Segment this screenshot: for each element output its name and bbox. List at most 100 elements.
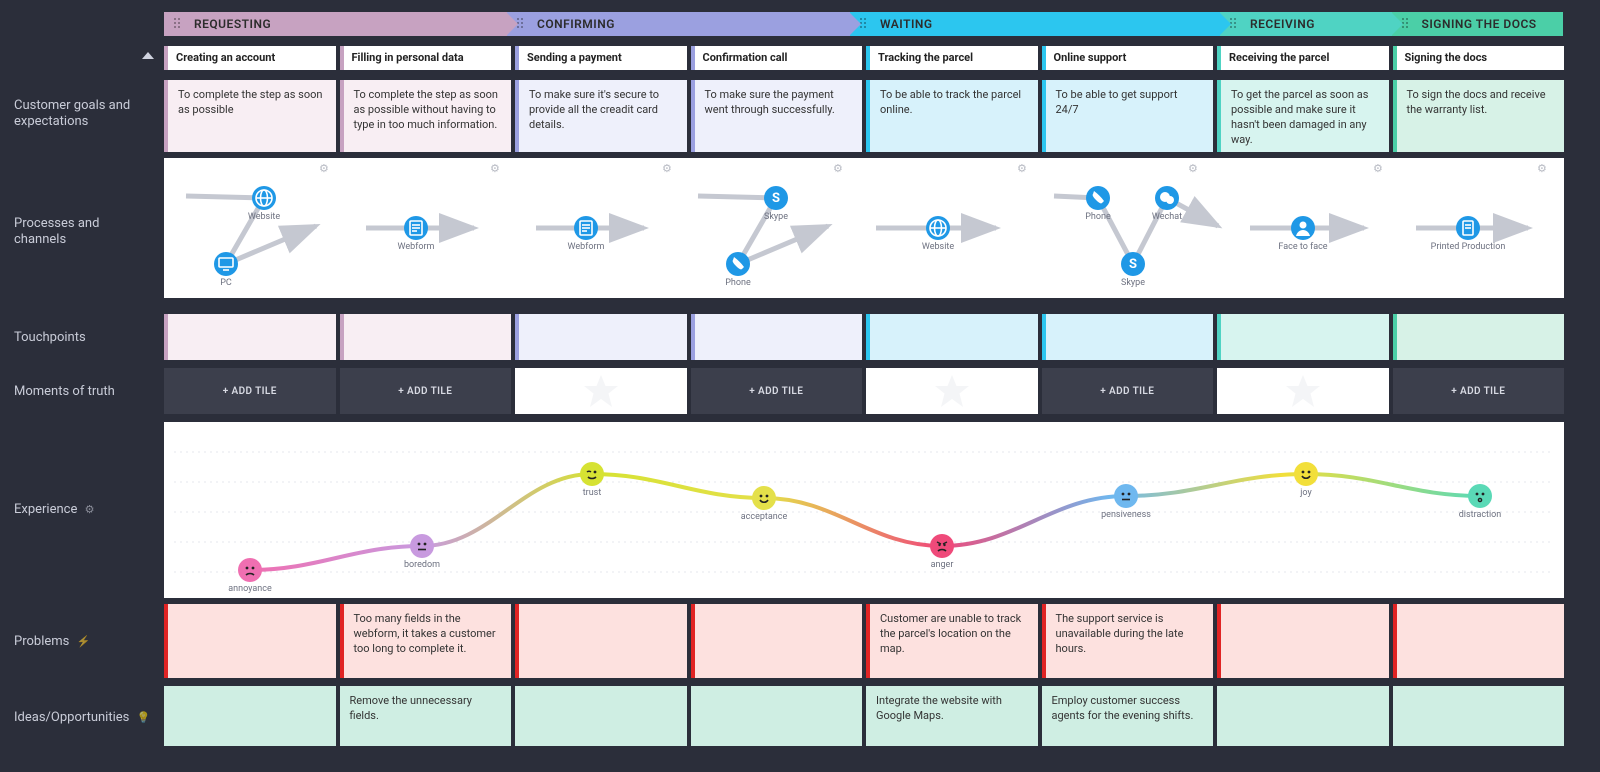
problem-cell[interactable] bbox=[515, 604, 687, 678]
goal-cell[interactable]: To be able to get support 24/7 bbox=[1042, 80, 1214, 152]
goal-cell[interactable]: To be able to track the parcel online. bbox=[866, 80, 1038, 152]
problem-cell[interactable]: Customer are unable to track the parcel'… bbox=[866, 604, 1038, 678]
phone-icon[interactable] bbox=[1086, 186, 1110, 210]
add-tile-button[interactable]: + ADD TILE bbox=[691, 368, 863, 414]
idea-cell[interactable] bbox=[515, 686, 687, 746]
touchpoint-cell[interactable] bbox=[1217, 314, 1389, 360]
touchpoint-cell[interactable] bbox=[691, 314, 863, 360]
step-header[interactable]: Confirmation call bbox=[691, 46, 863, 70]
emotion-joy-icon[interactable] bbox=[1294, 462, 1318, 486]
gear-icon[interactable]: ⚙ bbox=[1017, 162, 1027, 175]
gear-icon[interactable]: ⚙ bbox=[85, 503, 95, 517]
problem-cell[interactable] bbox=[691, 604, 863, 678]
touchpoint-cell[interactable] bbox=[515, 314, 687, 360]
gear-icon[interactable]: ⚙ bbox=[490, 162, 500, 175]
idea-cell[interactable]: Integrate the website with Google Maps. bbox=[866, 686, 1038, 746]
problem-cell[interactable] bbox=[164, 604, 336, 678]
problem-cell[interactable] bbox=[1393, 604, 1565, 678]
goal-cell[interactable]: To sign the docs and receive the warrant… bbox=[1393, 80, 1565, 152]
content-area: REQUESTING CONFIRMING WAITINGRECEIVINGSIGN… bbox=[164, 0, 1600, 772]
moment-star-cell[interactable] bbox=[515, 368, 687, 414]
step-header[interactable]: Online support bbox=[1042, 46, 1214, 70]
phase-label: REQUESTING bbox=[194, 17, 271, 31]
svg-text:S: S bbox=[772, 191, 780, 206]
phase-tab[interactable]: WAITING bbox=[850, 12, 1220, 36]
doc-icon[interactable] bbox=[1456, 216, 1480, 240]
gear-icon[interactable]: ⚙ bbox=[319, 162, 329, 175]
gear-icon[interactable]: ⚙ bbox=[662, 162, 672, 175]
process-flow-svg bbox=[164, 158, 1564, 298]
phase-tab[interactable]: CONFIRMING bbox=[507, 12, 850, 36]
step-header[interactable]: Sending a payment bbox=[515, 46, 687, 70]
goal-cell[interactable]: To make sure the payment went through su… bbox=[691, 80, 863, 152]
gear-icon[interactable]: ⚙ bbox=[1373, 162, 1383, 175]
emotion-annoyance-icon[interactable] bbox=[238, 558, 262, 582]
emotion-boredom-icon[interactable] bbox=[410, 534, 434, 558]
person-icon[interactable] bbox=[1291, 216, 1315, 240]
step-header[interactable]: Signing the docs bbox=[1393, 46, 1565, 70]
gear-icon[interactable]: ⚙ bbox=[1188, 162, 1198, 175]
phase-tab[interactable]: SIGNING THE DOCS bbox=[1392, 12, 1564, 36]
phone-icon[interactable] bbox=[726, 252, 750, 276]
idea-cell[interactable] bbox=[691, 686, 863, 746]
form-icon[interactable] bbox=[404, 216, 428, 240]
problem-cell[interactable] bbox=[1217, 604, 1389, 678]
channel-label: Website bbox=[219, 212, 309, 222]
touchpoint-cell[interactable] bbox=[164, 314, 336, 360]
moment-star-cell[interactable] bbox=[866, 368, 1038, 414]
grip-icon[interactable] bbox=[1230, 18, 1238, 30]
moment-star-cell[interactable] bbox=[1217, 368, 1389, 414]
grip-icon[interactable] bbox=[517, 18, 525, 30]
idea-cell[interactable]: Remove the unnecessary fields. bbox=[340, 686, 512, 746]
wechat-icon[interactable] bbox=[1155, 186, 1179, 210]
processes-band: ⚙⚙⚙⚙⚙⚙⚙⚙WebsitePCWebformWebformSSkypePho… bbox=[164, 158, 1564, 298]
touchpoint-cell[interactable] bbox=[866, 314, 1038, 360]
touchpoint-cell[interactable] bbox=[340, 314, 512, 360]
emotion-pensiveness-icon[interactable] bbox=[1114, 484, 1138, 508]
goal-cell[interactable]: To complete the step as soon as possible bbox=[164, 80, 336, 152]
phase-tab[interactable]: RECEIVING bbox=[1220, 12, 1392, 36]
problem-cell[interactable]: The support service is unavailable durin… bbox=[1042, 604, 1214, 678]
emotion-label: boredom bbox=[404, 560, 440, 570]
ideas-row: Remove the unnecessary fields. Integrate … bbox=[164, 686, 1564, 746]
skype-icon[interactable]: S bbox=[1121, 252, 1145, 276]
gear-icon[interactable]: ⚙ bbox=[833, 162, 843, 175]
idea-cell[interactable] bbox=[1393, 686, 1565, 746]
touchpoint-cell[interactable] bbox=[1042, 314, 1214, 360]
skype-icon[interactable]: S bbox=[764, 186, 788, 210]
touchpoint-cell[interactable] bbox=[1393, 314, 1565, 360]
idea-cell[interactable]: Employ customer success agents for the e… bbox=[1042, 686, 1214, 746]
emotion-anger-icon[interactable] bbox=[930, 534, 954, 558]
grip-icon[interactable] bbox=[174, 18, 182, 30]
goal-cell[interactable]: To complete the step as soon as possible… bbox=[340, 80, 512, 152]
monitor-icon[interactable] bbox=[214, 252, 238, 276]
grip-icon[interactable] bbox=[860, 18, 868, 30]
globe-icon[interactable] bbox=[252, 186, 276, 210]
add-tile-button[interactable]: + ADD TILE bbox=[340, 368, 512, 414]
form-icon[interactable] bbox=[574, 216, 598, 240]
idea-cell[interactable] bbox=[1217, 686, 1389, 746]
add-tile-button[interactable]: + ADD TILE bbox=[1393, 368, 1565, 414]
goal-cell[interactable]: To get the parcel as soon as possible an… bbox=[1217, 80, 1389, 152]
emotion-distraction-icon[interactable] bbox=[1468, 484, 1492, 508]
phase-tab[interactable]: REQUESTING bbox=[164, 12, 507, 36]
step-header[interactable]: Tracking the parcel bbox=[866, 46, 1038, 70]
row-label-problems: Problems ⚡ bbox=[14, 634, 154, 650]
grip-icon[interactable] bbox=[1402, 18, 1410, 30]
emotion-label: annoyance bbox=[228, 584, 271, 594]
gear-icon[interactable]: ⚙ bbox=[1537, 162, 1547, 175]
step-header[interactable]: Filling in personal data bbox=[340, 46, 512, 70]
goal-cell[interactable]: To make sure it's secure to provide all … bbox=[515, 80, 687, 152]
step-header[interactable]: Creating an account bbox=[164, 46, 336, 70]
add-tile-button[interactable]: + ADD TILE bbox=[164, 368, 336, 414]
phase-label: CONFIRMING bbox=[537, 17, 615, 31]
idea-cell[interactable] bbox=[164, 686, 336, 746]
emotion-trust-icon[interactable] bbox=[580, 462, 604, 486]
collapse-caret-icon[interactable] bbox=[142, 52, 154, 59]
row-label-ideas-text: Ideas/Opportunities bbox=[14, 710, 129, 725]
globe-icon[interactable] bbox=[926, 216, 950, 240]
add-tile-button[interactable]: + ADD TILE bbox=[1042, 368, 1214, 414]
problem-cell[interactable]: Too many fields in the webform, it takes… bbox=[340, 604, 512, 678]
step-header[interactable]: Receiving the parcel bbox=[1217, 46, 1389, 70]
emotion-acceptance-icon[interactable] bbox=[752, 486, 776, 510]
